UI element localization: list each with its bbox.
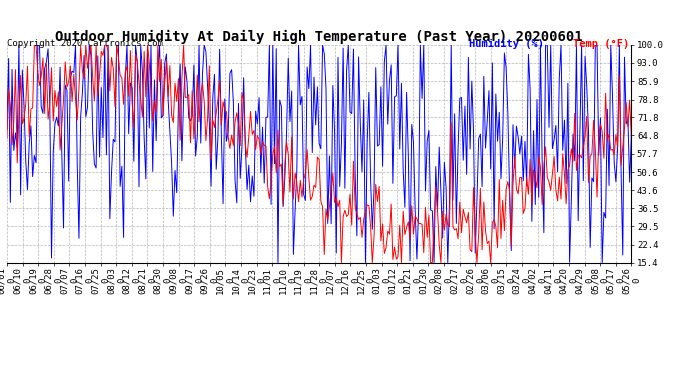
Text: Humidity (%): Humidity (%) [469,39,544,50]
Text: Copyright 2020 Cartronics.com: Copyright 2020 Cartronics.com [7,39,163,48]
Text: Temp (°F): Temp (°F) [573,39,629,50]
Title: Outdoor Humidity At Daily High Temperature (Past Year) 20200601: Outdoor Humidity At Daily High Temperatu… [55,30,583,44]
